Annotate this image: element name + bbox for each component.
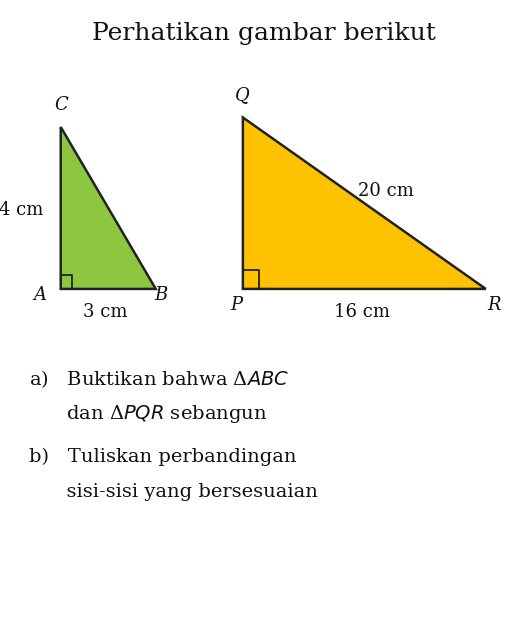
Text: A: A: [33, 286, 46, 304]
Text: sisi-sisi yang bersesuaian: sisi-sisi yang bersesuaian: [29, 483, 318, 500]
Text: R: R: [487, 296, 501, 314]
Polygon shape: [61, 127, 156, 289]
Text: Perhatikan gambar berikut: Perhatikan gambar berikut: [92, 22, 436, 45]
Text: B: B: [154, 286, 168, 304]
Text: 16 cm: 16 cm: [334, 304, 390, 321]
Text: b)   Tuliskan perbandingan: b) Tuliskan perbandingan: [29, 448, 297, 466]
Text: C: C: [54, 96, 68, 114]
Text: 3 cm: 3 cm: [83, 304, 128, 321]
Text: P: P: [231, 296, 242, 314]
Text: dan Δ$PQR$ sebangun: dan Δ$PQR$ sebangun: [29, 403, 267, 425]
Text: 4 cm: 4 cm: [0, 201, 43, 218]
Text: Q: Q: [234, 86, 249, 104]
Text: a)   Buktikan bahwa Δ$ABC$: a) Buktikan bahwa Δ$ABC$: [29, 368, 289, 390]
Polygon shape: [243, 117, 486, 289]
Text: 20 cm: 20 cm: [357, 182, 413, 199]
